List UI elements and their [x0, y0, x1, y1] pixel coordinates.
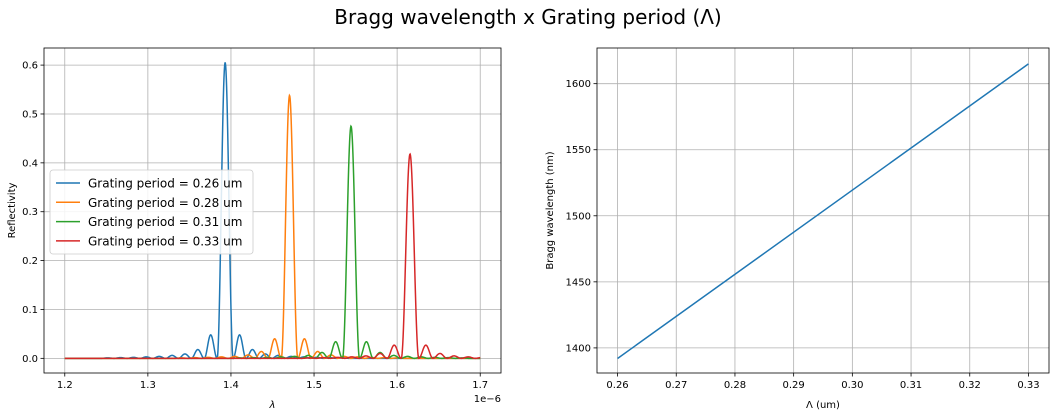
reflectivity-y-ticks: 0.0 0.1 0.2 0.3 0.4 0.5 0.6 [22, 61, 44, 365]
y-tick-label: 0.1 [22, 305, 38, 316]
x-tick-label: 1.6 [389, 380, 405, 391]
x-tick-label: 0.29 [783, 380, 805, 391]
y-tick-label: 0.2 [22, 256, 38, 267]
y-tick-label: 1600 [566, 79, 591, 90]
y-tick-label: 1450 [566, 277, 591, 288]
x-tick-label: 0.33 [1017, 380, 1039, 391]
reflectivity-plot: 1.2 1.3 1.4 1.5 1.6 1.7 0.0 0.1 0.2 0.3 0.4 0.5 0.6… [7, 47, 502, 411]
y-tick-label: 0.5 [22, 109, 38, 120]
reflectivity-x-ticks: 1.2 1.3 1.4 1.5 1.6 1.7 [57, 373, 488, 391]
y-tick-label: 1500 [566, 211, 591, 222]
bragg-x-ticks: 0.26 0.27 0.28 0.29 0.30 0.31 0.32 0.33 [606, 373, 1040, 391]
reflectivity-y-axis-label: Reflectivity [7, 183, 18, 239]
bragg-grid [597, 48, 1049, 373]
figure-title: Bragg wavelength x Grating period (Λ) [334, 5, 721, 29]
legend-label: Grating period = 0.26 um [88, 177, 242, 191]
x-tick-label: 0.26 [606, 380, 628, 391]
x-tick-label: 1.2 [57, 380, 73, 391]
x-tick-label: 1.5 [306, 380, 322, 391]
y-tick-label: 1550 [566, 145, 591, 156]
y-tick-label: 0.3 [22, 207, 38, 218]
y-tick-label: 0.6 [22, 61, 38, 72]
reflectivity-legend: Grating period = 0.26 um Grating period =… [49, 169, 254, 255]
x-tick-label: 1.4 [223, 380, 239, 391]
y-tick-label: 0.4 [22, 158, 38, 169]
legend-label: Grating period = 0.31 um [88, 215, 242, 229]
x-tick-label: 1.3 [140, 380, 156, 391]
reflectivity-axes-frame [43, 47, 502, 374]
x-tick-label: 0.32 [959, 380, 981, 391]
x-tick-label: 0.31 [900, 380, 922, 391]
reflectivity-series-line [64, 152, 481, 360]
x-tick-label: 0.28 [724, 380, 746, 391]
y-tick-label: 0.0 [22, 354, 38, 365]
reflectivity-x-axis-label: λ [269, 400, 276, 411]
reflectivity-x-offset-label: 1e−6 [474, 394, 501, 405]
bragg-series-group [617, 63, 1029, 360]
bragg-series-line [617, 63, 1029, 360]
bragg-wavelength-plot: 0.26 0.27 0.28 0.29 0.30 0.31 0.32 0.33 1400 145… [545, 47, 1050, 411]
legend-label: Grating period = 0.33 um [88, 234, 242, 248]
bragg-y-ticks: 1400 1450 1500 1550 1600 [566, 79, 597, 354]
x-tick-label: 0.27 [665, 380, 687, 391]
legend-label: Grating period = 0.28 um [88, 196, 242, 210]
reflectivity-series-group [64, 62, 481, 360]
x-tick-label: 1.7 [472, 380, 488, 391]
bragg-axes-frame [596, 47, 1050, 374]
bragg-x-axis-label: Λ (um) [806, 400, 840, 411]
legend-frame [49, 169, 254, 255]
x-tick-label: 0.30 [841, 380, 863, 391]
y-tick-label: 1400 [566, 343, 591, 354]
bragg-y-axis-label: Bragg wavelength (nm) [545, 151, 556, 269]
